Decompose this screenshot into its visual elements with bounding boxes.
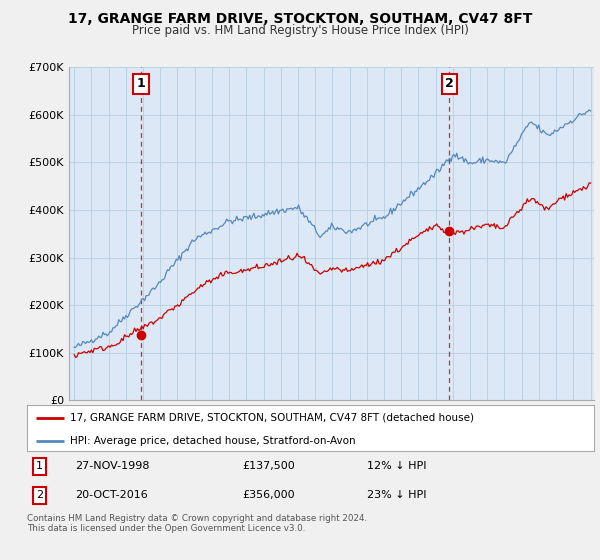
Text: 1: 1 bbox=[36, 461, 43, 472]
Text: 23% ↓ HPI: 23% ↓ HPI bbox=[367, 491, 427, 501]
Text: 2: 2 bbox=[445, 77, 454, 90]
Text: 27-NOV-1998: 27-NOV-1998 bbox=[75, 461, 149, 472]
Text: Price paid vs. HM Land Registry's House Price Index (HPI): Price paid vs. HM Land Registry's House … bbox=[131, 24, 469, 37]
Text: 2: 2 bbox=[36, 491, 43, 501]
Text: 17, GRANGE FARM DRIVE, STOCKTON, SOUTHAM, CV47 8FT (detached house): 17, GRANGE FARM DRIVE, STOCKTON, SOUTHAM… bbox=[70, 413, 473, 423]
Text: 1: 1 bbox=[137, 77, 146, 90]
Text: 12% ↓ HPI: 12% ↓ HPI bbox=[367, 461, 427, 472]
Text: 20-OCT-2016: 20-OCT-2016 bbox=[75, 491, 148, 501]
Text: 17, GRANGE FARM DRIVE, STOCKTON, SOUTHAM, CV47 8FT: 17, GRANGE FARM DRIVE, STOCKTON, SOUTHAM… bbox=[68, 12, 532, 26]
Text: HPI: Average price, detached house, Stratford-on-Avon: HPI: Average price, detached house, Stra… bbox=[70, 436, 355, 446]
Text: Contains HM Land Registry data © Crown copyright and database right 2024.
This d: Contains HM Land Registry data © Crown c… bbox=[27, 514, 367, 534]
Text: £356,000: £356,000 bbox=[242, 491, 295, 501]
Text: £137,500: £137,500 bbox=[242, 461, 295, 472]
